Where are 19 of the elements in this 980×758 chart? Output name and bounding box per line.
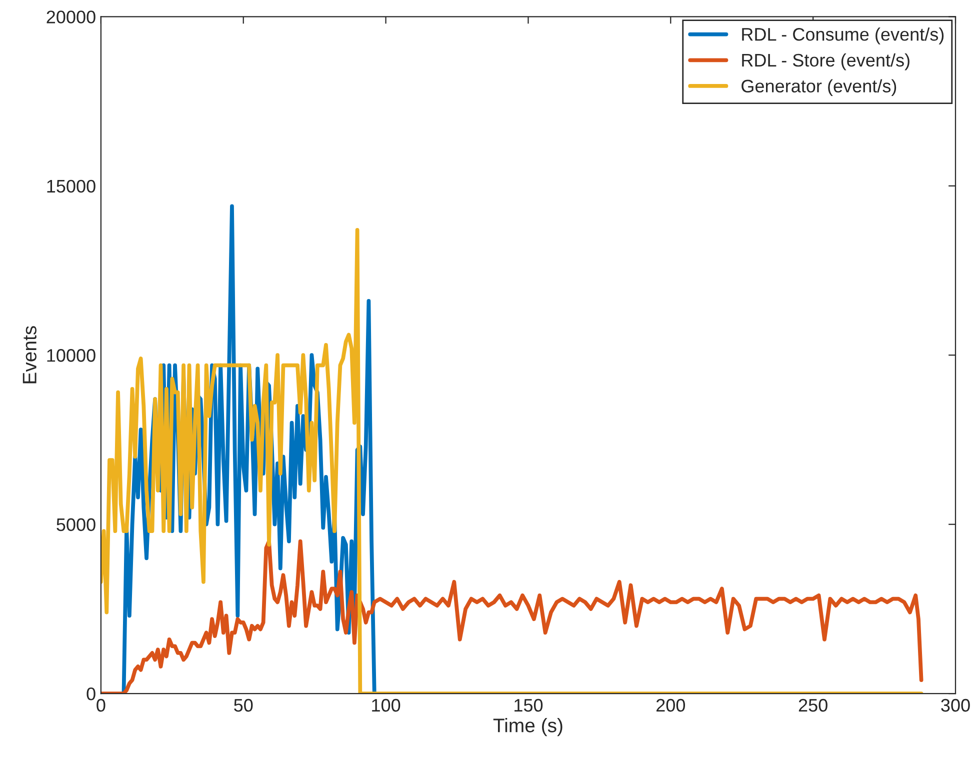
x-tick-label: 250 [798,698,828,712]
line-series [100,539,924,694]
x-tick-label: 100 [372,698,400,712]
legend-label: RDL - Consume (event/s) [742,28,944,44]
y-tick-label: 5000 [56,518,96,532]
x-tick-label: 150 [514,698,543,712]
y-tick-label: 15000 [47,180,96,193]
y-tick-label: 0 [86,688,96,700]
x-axis-title: Time (s) [493,718,562,736]
y-axis-title: Events [22,326,36,384]
x-tick-label: 200 [656,698,686,712]
y-tick-label: 10000 [47,349,96,362]
legend-label: RDL - Store (event/s) [742,53,910,70]
x-tick-label: 50 [234,698,253,712]
x-tick-label: 300 [941,698,970,712]
line-series [100,228,924,694]
x-tick-label: 0 [96,698,106,712]
legend-label: Generator (event/s) [742,79,896,96]
y-tick-label: 20000 [46,10,96,24]
